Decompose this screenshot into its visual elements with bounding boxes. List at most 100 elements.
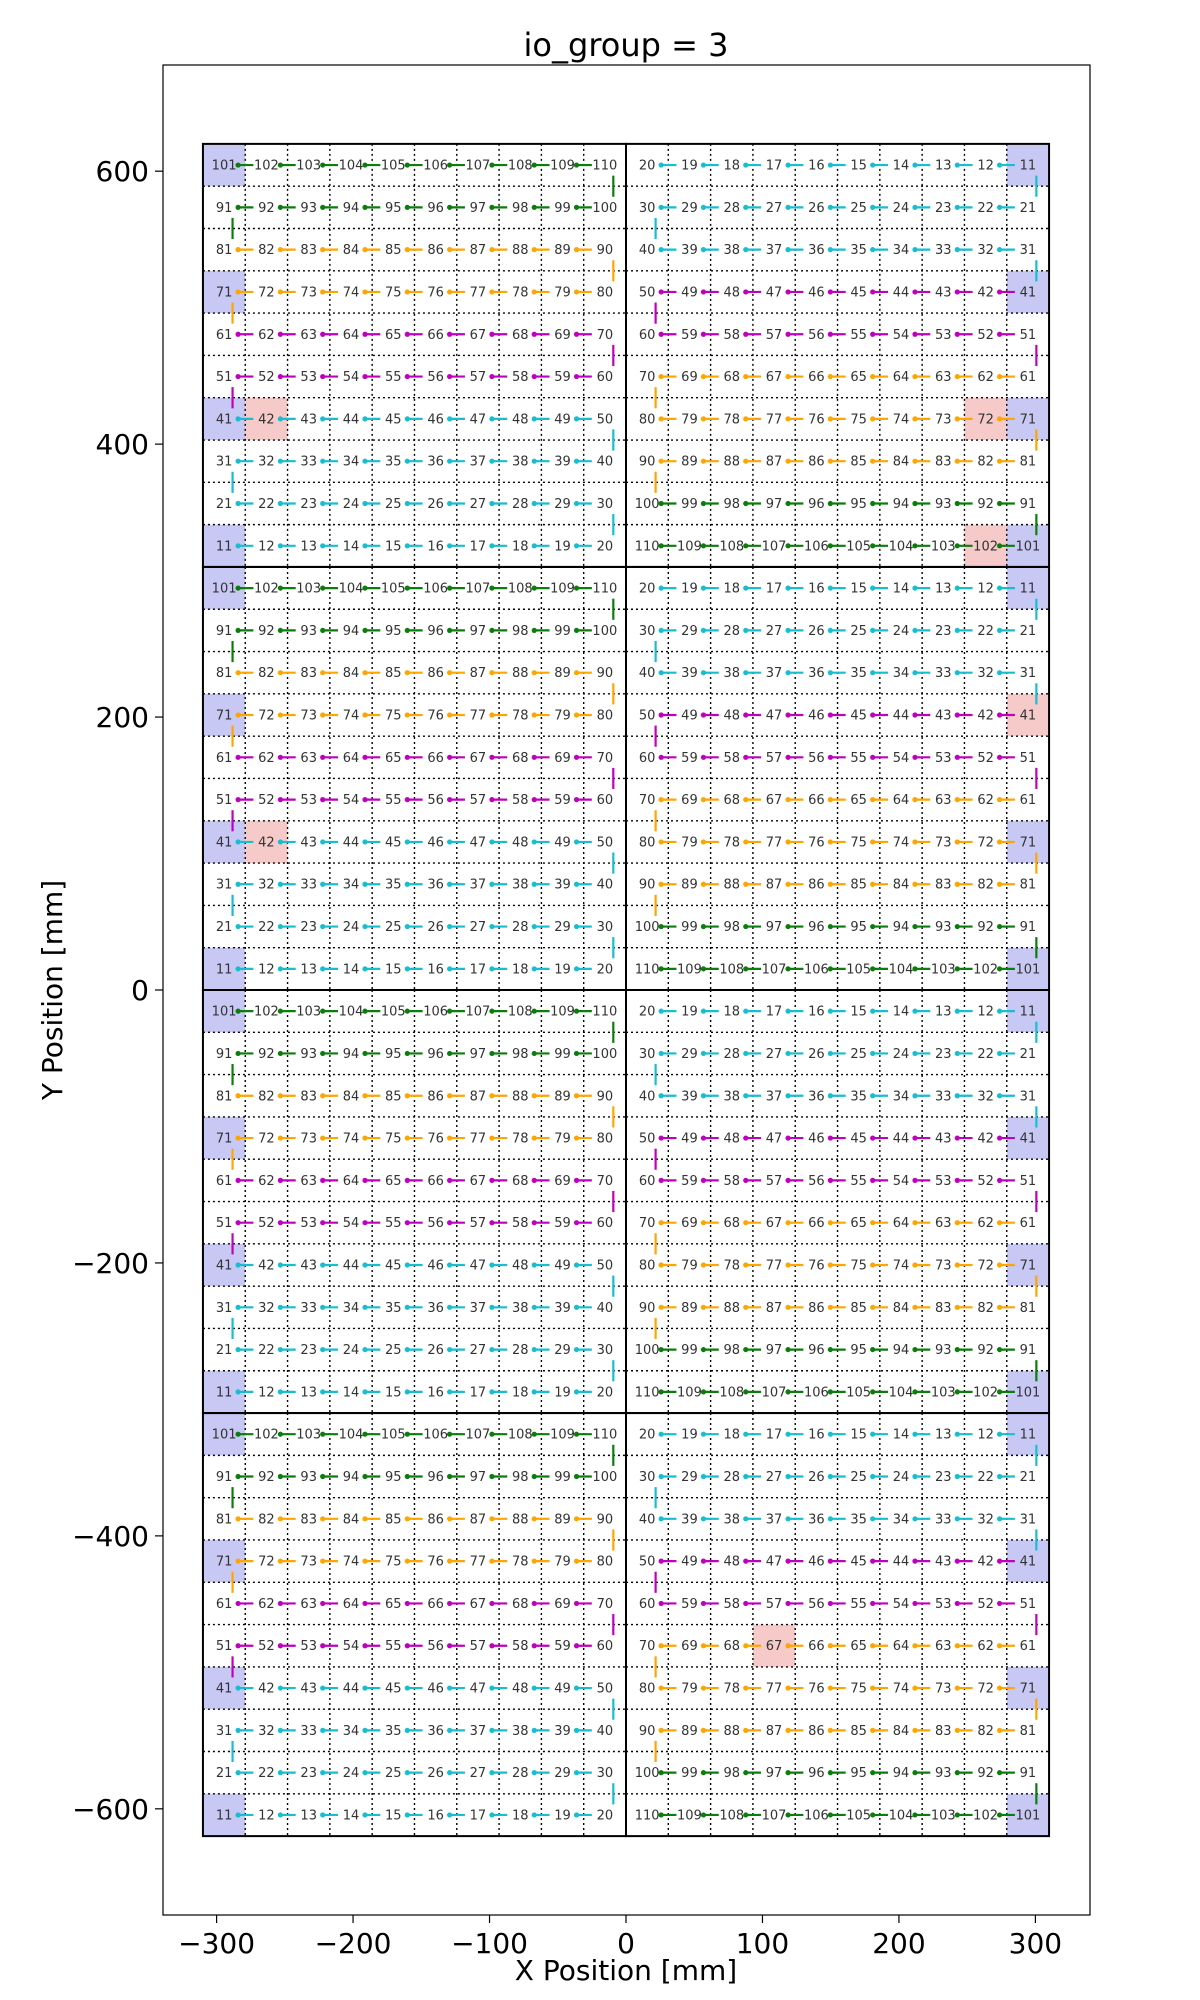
chip-link-head: [996, 1727, 1003, 1733]
chip-link-head: [235, 1304, 241, 1310]
chip-link-head: [489, 331, 495, 337]
chip-link-head: [320, 543, 326, 549]
chip-link-head: [404, 1770, 410, 1776]
chip-label: 62: [258, 1174, 275, 1189]
chip-link-head: [404, 458, 410, 464]
chip-label: 27: [470, 497, 487, 512]
chip-label: 12: [258, 1385, 275, 1400]
chip-label: 68: [512, 1597, 529, 1612]
chip-label: 14: [343, 962, 360, 977]
chip-label: 47: [766, 1132, 783, 1147]
chip-link-head: [362, 331, 368, 337]
chip-label: 110: [635, 539, 660, 554]
chip-link-head: [447, 162, 453, 168]
chip-link-head: [277, 1643, 284, 1649]
chip-label: 63: [300, 1174, 317, 1189]
chip-label: 16: [427, 1808, 444, 1823]
chip-label: 32: [258, 1301, 275, 1316]
chip-link-head: [362, 1220, 368, 1226]
chip-link-head: [658, 1093, 664, 1099]
chip-link-head: [489, 1093, 495, 1099]
chip-label: 39: [681, 1089, 698, 1104]
chip-link-head: [700, 1643, 707, 1649]
chip-link-head: [447, 1389, 453, 1395]
chip-label: 76: [808, 1682, 825, 1697]
chip-link-head: [912, 1812, 918, 1818]
chip-link-head: [573, 500, 580, 507]
chip-label: 85: [850, 455, 867, 470]
chip-link-head: [743, 1812, 749, 1818]
chip-link-head: [912, 1473, 918, 1480]
chip-label: 33: [935, 243, 952, 258]
chip-link-head: [277, 543, 284, 549]
chip-link-head: [489, 1431, 495, 1437]
chip-link-head: [404, 204, 410, 210]
chip-link-head: [489, 966, 495, 972]
chip-link-head: [912, 500, 918, 507]
chip-link-head: [827, 1558, 833, 1564]
chip-link-head: [996, 1685, 1003, 1691]
chip-link-head: [912, 754, 918, 760]
chip-label: 55: [850, 751, 867, 766]
chip-link-head: [700, 1050, 707, 1057]
chip-label: 43: [935, 1555, 952, 1570]
chip-link-head: [658, 1135, 664, 1141]
chip-label: 108: [508, 1005, 533, 1020]
chip-label: 17: [470, 539, 487, 554]
chip-label: 69: [681, 370, 698, 385]
chip-label: 61: [1020, 1216, 1037, 1231]
chip-link-head: [954, 627, 960, 634]
chip-label: 20: [639, 1428, 656, 1443]
chip-label: 15: [385, 539, 402, 554]
chip-link-head: [954, 1558, 960, 1564]
chip-link-head: [954, 247, 960, 253]
chip-label: 104: [889, 539, 914, 554]
chip-link-head: [235, 416, 241, 422]
chip-label: 45: [385, 1258, 402, 1273]
chip-label: 62: [977, 370, 994, 385]
chip-label: 107: [466, 1428, 491, 1443]
chip-link-head: [700, 543, 707, 549]
chip-label: 99: [681, 497, 698, 512]
chip-link-head: [954, 1685, 960, 1691]
chip-label: 58: [512, 370, 529, 385]
chip-label: 15: [850, 1005, 867, 1020]
chip-link-head: [996, 1304, 1003, 1310]
chip-link-head: [743, 1304, 749, 1310]
chip-link-head: [912, 416, 918, 422]
chip-link-head: [573, 1516, 580, 1522]
chip-link-head: [277, 1304, 284, 1310]
chip-label: 20: [639, 159, 656, 174]
chip-link-head: [912, 247, 918, 253]
chip-label: 67: [766, 370, 783, 385]
chip-link-head: [573, 712, 580, 718]
chip-link-head: [954, 585, 960, 591]
chip-link-head: [573, 247, 580, 253]
chip-label: 28: [723, 1470, 740, 1485]
chip-link-head: [870, 1389, 876, 1395]
chip-label: 86: [427, 1512, 444, 1527]
chip-link-head: [785, 1600, 791, 1607]
chip-link-head: [404, 923, 410, 930]
chip-label: 48: [512, 1682, 529, 1697]
chip-label: 58: [512, 1639, 529, 1654]
chip-link-head: [362, 1050, 368, 1057]
chip-link-head: [447, 1431, 453, 1437]
chip-label: 56: [808, 751, 825, 766]
chip-label: 78: [723, 412, 740, 427]
chip-link-head: [954, 1093, 960, 1099]
chip-link-head: [870, 331, 876, 337]
chip-label: 95: [385, 624, 402, 639]
chip-link-head: [573, 204, 580, 210]
chip-label: 46: [427, 1682, 444, 1697]
chip-label: 76: [808, 835, 825, 850]
chip-label: 55: [385, 793, 402, 808]
chip-link-head: [489, 1177, 495, 1183]
chip-label: 80: [639, 412, 656, 427]
chip-link-head: [700, 1600, 707, 1607]
chip-label: 87: [766, 1724, 783, 1739]
chip-label: 40: [597, 1301, 614, 1316]
chip-label: 39: [554, 1301, 571, 1316]
chip-label: 109: [677, 1808, 702, 1823]
